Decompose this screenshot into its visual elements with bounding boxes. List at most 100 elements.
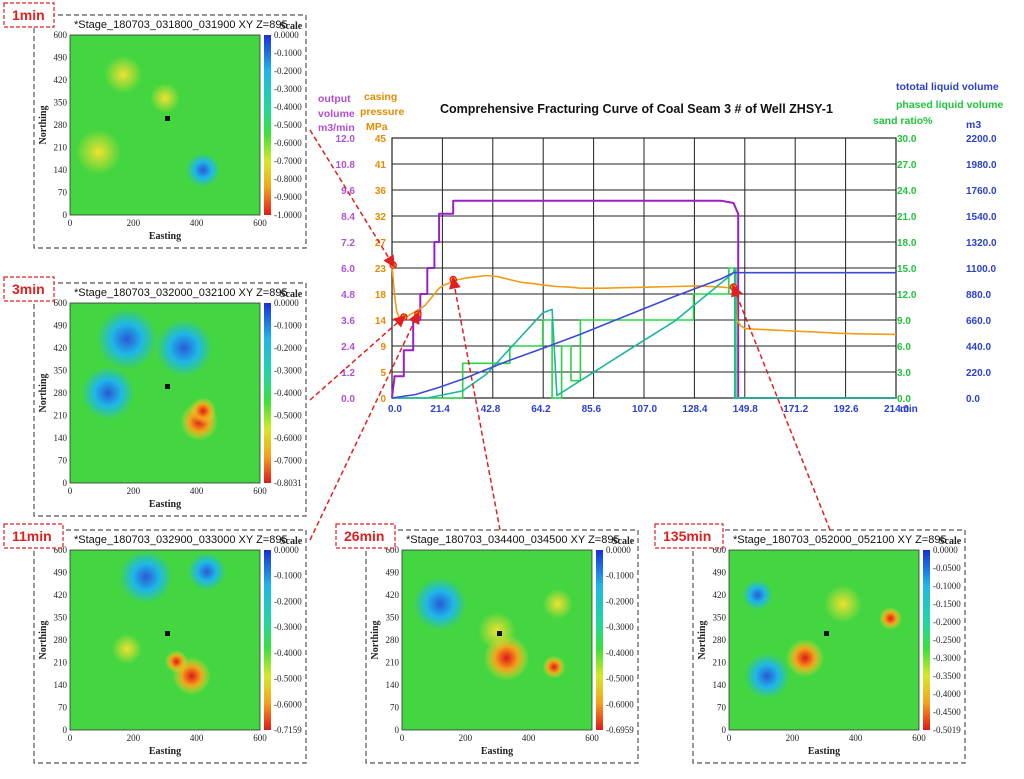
panel-border	[692, 529, 966, 764]
heatmap-title: *Stage_180703_052000_052100 XY Z=895	[733, 534, 947, 546]
northing-tick: 490	[54, 568, 68, 578]
northing-label: Northing	[38, 106, 49, 145]
heatmap-blob	[75, 129, 122, 175]
color-scale-bar	[264, 550, 271, 730]
heatmap-title: *Stage_180703_032900_033000 XY Z=895	[74, 534, 288, 546]
heatmap-panel-11min: *Stage_180703_032900_033000 XY Z=895 0 70 1…	[3, 523, 307, 764]
flow-tick-label: 2.4	[341, 342, 355, 353]
color-scale-label: Scale	[280, 21, 303, 32]
panel-border	[33, 14, 307, 249]
sand-tick-label: 3.0	[897, 368, 911, 379]
northing-tick: 0	[722, 725, 727, 735]
color-scale-tick: -0.0500	[933, 563, 961, 573]
color-scale-tick: -0.2000	[274, 596, 302, 606]
northing-tick: 490	[54, 53, 68, 63]
heatmap-panel-1min: *Stage_180703_031800_031900 XY Z=895 0 70 1…	[3, 2, 307, 249]
annotation-arrow	[309, 311, 420, 541]
volume-tick-label: 1320.0	[966, 238, 997, 249]
x-tick-label: 149.8	[733, 404, 758, 415]
heatmap-title: *Stage_180703_034400_034500 XY Z=895	[406, 534, 620, 546]
color-scale-tick: -0.3000	[274, 84, 302, 94]
color-scale-tick: -0.7000	[274, 456, 302, 466]
color-scale-tick: -0.2500	[933, 635, 961, 645]
heatmap-blob	[413, 577, 467, 631]
sand-tick-label: 0.0	[897, 394, 911, 405]
sand-tick-label: 15.0	[897, 264, 917, 275]
time-tag-label: 3min	[12, 281, 45, 297]
northing-tick: 280	[386, 635, 400, 645]
northing-tick: 140	[54, 680, 68, 690]
flow-tick-label: 6.0	[341, 264, 355, 275]
northing-tick: 210	[54, 143, 68, 153]
well-marker	[824, 631, 829, 636]
heatmap-blob	[879, 607, 902, 630]
sand-tick-label: 9.0	[897, 316, 911, 327]
northing-tick: 70	[58, 703, 68, 713]
color-scale-tick: -0.8000	[274, 174, 302, 184]
pressure-axis-label-1: casing	[364, 91, 397, 103]
northing-tick: 210	[54, 658, 68, 668]
sand-ratio-label: sand ratio%	[873, 115, 933, 127]
flow-tick-label: 3.6	[341, 316, 355, 327]
x-tick-label: 214.0	[884, 404, 909, 415]
heatmap-blob	[786, 639, 824, 677]
main-chart: Comprehensive Fracturing Curve of Coal S…	[318, 81, 1004, 415]
heatmap-blob	[189, 397, 217, 425]
time-tag-label: 135min	[663, 528, 711, 544]
easting-tick: 600	[253, 486, 267, 496]
heatmap-field	[728, 549, 920, 731]
heatmap-panels: *Stage_180703_031800_031900 XY Z=895 0 70 1…	[3, 2, 966, 764]
easting-label: Easting	[808, 746, 840, 757]
time-tag-label: 11min	[12, 528, 52, 544]
color-scale-bar	[923, 550, 930, 730]
northing-tick: 0	[395, 725, 400, 735]
time-tag-box	[3, 276, 55, 302]
flow-tick-label: 8.4	[341, 212, 355, 223]
easting-tick: 0	[68, 218, 73, 228]
easting-tick: 400	[522, 733, 536, 743]
time-tag-label: 1min	[12, 7, 45, 23]
northing-tick: 420	[386, 590, 400, 600]
pressure-tick-label: 23	[375, 264, 387, 275]
series-line-sand	[392, 267, 896, 399]
annotation-arrows	[309, 129, 831, 541]
color-scale-tick: -0.2000	[933, 617, 961, 627]
northing-tick: 420	[54, 590, 68, 600]
volume-tick-label: 660.0	[966, 316, 991, 327]
color-scale-label: Scale	[280, 289, 303, 300]
easting-tick: 0	[727, 733, 732, 743]
sand-tick-label: 24.0	[897, 186, 917, 197]
northing-tick: 350	[54, 613, 68, 623]
northing-tick: 140	[54, 165, 68, 175]
color-scale-tick: -0.3000	[606, 622, 634, 632]
x-tick-label: 0.0	[388, 404, 402, 415]
easting-tick: 400	[190, 733, 204, 743]
pressure-tick-label: 14	[375, 316, 387, 327]
sand-tick-label: 6.0	[897, 342, 911, 353]
pressure-axis-unit: MPa	[366, 121, 388, 133]
heatmap-blob	[542, 655, 566, 679]
northing-tick: 70	[58, 188, 68, 198]
northing-tick: 140	[713, 680, 727, 690]
color-scale-bar	[596, 550, 603, 730]
flow-tick-label: 10.8	[336, 160, 356, 171]
color-scale-tick: -0.3000	[274, 622, 302, 632]
color-scale-tick: -0.6000	[274, 433, 302, 443]
heatmap-blob	[119, 550, 173, 604]
northing-tick: 420	[54, 75, 68, 85]
northing-tick: 0	[63, 725, 68, 735]
northing-tick: 280	[54, 120, 68, 130]
volume-tick-label: 880.0	[966, 290, 991, 301]
color-scale-tick: -0.7000	[274, 156, 302, 166]
northing-label: Northing	[370, 621, 381, 660]
heatmap-blob	[744, 653, 790, 699]
easting-tick: 400	[849, 733, 863, 743]
heatmap-blob	[81, 366, 135, 420]
color-scale-tick: -0.1500	[933, 599, 961, 609]
pressure-tick-label: 36	[375, 186, 387, 197]
easting-tick: 200	[127, 733, 141, 743]
heatmap-blob	[185, 152, 221, 188]
heatmap-blob	[165, 650, 188, 673]
volume-axis-unit: m3	[966, 119, 981, 131]
